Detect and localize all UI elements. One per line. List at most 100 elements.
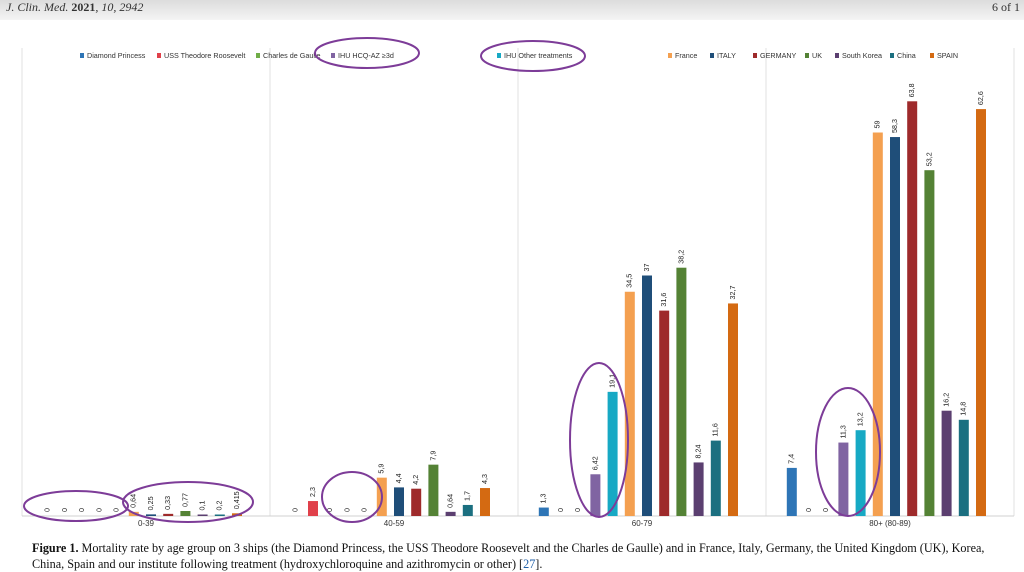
bar-40-59-SPAIN <box>480 488 490 516</box>
caption-text: Mortality rate by age group on 3 ships (… <box>32 541 985 571</box>
data-label: 4,2 <box>411 475 420 485</box>
legend-swatch <box>256 53 260 58</box>
data-label: 14,8 <box>959 402 968 416</box>
journal-year: 2021 <box>71 0 96 14</box>
bar-80+ (80-89)-South Korea <box>941 410 952 516</box>
legend-swatch <box>835 53 839 58</box>
data-label: 0 <box>821 508 830 512</box>
x-tick-label: 80+ (80-89) <box>869 519 911 528</box>
legend-swatch <box>157 53 161 58</box>
legend-label: South Korea <box>842 51 882 60</box>
bar-0-39-China <box>214 514 225 516</box>
data-label: 4,3 <box>480 474 489 484</box>
data-label: 0,64 <box>446 494 455 508</box>
bar-40-59-South Korea <box>445 511 456 516</box>
annotation-ellipse <box>122 481 254 523</box>
bar-80+ (80-89)-UK <box>924 170 935 516</box>
bar-60-79-France <box>624 291 635 516</box>
bar-40-59-ITALY <box>394 487 404 516</box>
bar-40-59-China <box>462 504 473 516</box>
bar-80+ (80-89)-France <box>872 132 883 516</box>
legend-label: Charles de Gaulle <box>263 51 321 60</box>
bar-60-79-ITALY <box>642 275 652 516</box>
data-label: 0,2 <box>215 501 224 511</box>
bar-60-79-SPAIN <box>728 303 738 516</box>
annotation-ellipse <box>569 362 629 518</box>
x-tick-label: 40-59 <box>384 519 405 528</box>
bar-60-79-IHU HCQ-AZ ≥3d <box>590 474 601 516</box>
bar-40-59-UK <box>428 464 439 516</box>
data-label: 16,2 <box>942 393 951 407</box>
figure-caption: Figure 1. Mortality rate by age group on… <box>32 540 1017 572</box>
journal-name: J. Clin. Med. <box>6 0 69 14</box>
data-label: 62,6 <box>976 91 985 105</box>
data-label: 1,7 <box>463 491 472 501</box>
legend-label: IHU HCQ-AZ ≥3d <box>338 51 394 60</box>
bar-80+ (80-89)-ITALY <box>890 137 900 517</box>
data-label: 0,1 <box>198 501 207 511</box>
annotation-ellipse <box>314 37 420 69</box>
data-label: 19,1 <box>608 374 617 388</box>
data-label: 11,3 <box>838 425 847 438</box>
data-label: 0 <box>360 508 369 512</box>
data-label: 7,9 <box>428 451 437 461</box>
bar-80+ (80-89)-SPAIN <box>976 109 986 516</box>
data-label: 5,9 <box>377 464 386 474</box>
data-label: 11,6 <box>711 423 720 436</box>
data-label: 53,2 <box>924 152 933 166</box>
bar-80+ (80-89)-IHU Other treatments <box>855 430 866 516</box>
data-label: 0 <box>77 508 86 512</box>
x-tick-label: 0-39 <box>138 519 155 528</box>
data-label: 2,3 <box>308 487 317 497</box>
annotation-ellipse <box>480 40 586 72</box>
data-label: 0 <box>556 508 565 512</box>
legend-label: UK <box>812 51 822 60</box>
data-label: 63,8 <box>907 83 916 97</box>
caption-reference-link[interactable]: 27 <box>523 557 536 571</box>
bar-0-39-UK <box>180 510 191 516</box>
data-label: 38,2 <box>676 250 685 264</box>
data-label: 0 <box>291 508 300 512</box>
journal-article: 2942 <box>119 0 144 14</box>
caption-label: Figure 1. <box>32 541 79 555</box>
bar-0-39-South Korea <box>197 514 208 516</box>
legend-label: GERMANY <box>760 51 797 60</box>
bar-60-79-China <box>710 440 721 516</box>
bar-60-79-GERMANY <box>659 310 670 516</box>
legend-label: China <box>897 51 916 60</box>
data-label: 0,64 <box>129 494 138 508</box>
legend-swatch <box>710 53 714 58</box>
data-label: 59 <box>873 121 882 129</box>
data-label: 0,77 <box>180 493 189 507</box>
journal-volume: 10 <box>101 0 114 14</box>
bar-60-79-IHU Other treatments <box>607 391 618 516</box>
legend-label: SPAIN <box>937 51 958 60</box>
caption-end: ]. <box>535 557 543 571</box>
data-label: 0 <box>43 508 52 512</box>
legend-label: ITALY <box>717 51 736 60</box>
data-label: 0,25 <box>146 496 155 510</box>
legend-swatch <box>890 53 894 58</box>
page-header-band <box>0 0 1024 20</box>
data-label: 13,2 <box>856 412 865 426</box>
data-label: 6,42 <box>590 456 599 470</box>
legend-swatch <box>805 53 809 58</box>
data-label: 8,24 <box>694 444 703 458</box>
data-label: 1,3 <box>539 494 548 504</box>
bar-0-39-ITALY <box>146 514 156 516</box>
annotation-ellipse <box>321 471 383 523</box>
bar-40-59-GERMANY <box>411 488 422 516</box>
bar-60-79-Diamond Princess <box>538 507 549 516</box>
data-label: 31,6 <box>659 293 668 307</box>
data-label: 4,4 <box>394 473 403 483</box>
data-label: 0,415 <box>232 491 241 509</box>
data-label: 7,4 <box>787 454 796 464</box>
data-label: 0 <box>325 508 334 512</box>
data-label: 0 <box>60 508 69 512</box>
journal-header: J. Clin. Med. 2021, 10, 2942 <box>6 0 144 14</box>
legend-swatch <box>753 53 757 58</box>
legend-swatch <box>331 53 335 58</box>
legend-swatch <box>497 53 501 58</box>
x-tick-label: 60-79 <box>632 519 653 528</box>
